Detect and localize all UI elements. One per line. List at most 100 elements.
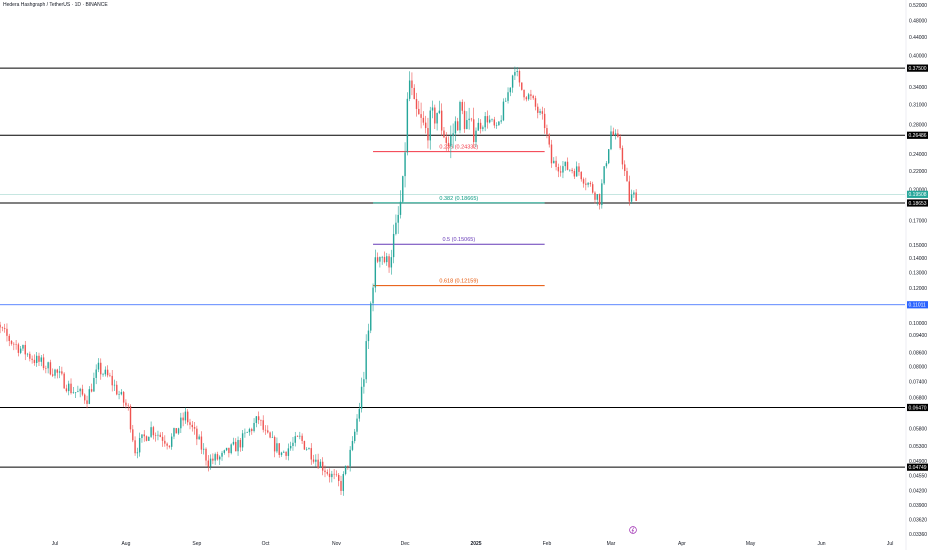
candle-body — [125, 402, 127, 406]
candle-body — [532, 95, 534, 99]
candle-body — [276, 443, 278, 452]
candle-body — [13, 343, 15, 345]
candle-body — [450, 136, 452, 147]
candle-body — [65, 388, 68, 392]
candles-layer — [0, 66, 637, 496]
candle-body — [118, 394, 120, 395]
candle-body — [397, 214, 399, 223]
price-tick-label: 0.17000 — [909, 219, 927, 225]
candle-body — [388, 256, 390, 268]
price-tick-label: 0.44000 — [909, 35, 927, 41]
candle-body — [404, 152, 406, 177]
candle-body — [40, 357, 42, 362]
candle-body — [500, 120, 502, 122]
candle-body — [157, 434, 159, 436]
candle-body — [170, 436, 173, 447]
candle-body — [241, 433, 244, 448]
price-tick-label: 0.09400 — [909, 333, 927, 339]
fib-retracement[interactable]: 0.236 (0.24332) 0.382 (0.18665) 0.5 (0.150… — [373, 145, 545, 287]
candle-body — [283, 451, 285, 453]
candle-body — [429, 110, 431, 141]
candle-body — [546, 128, 548, 135]
candle-body — [376, 257, 379, 262]
candle-body — [111, 375, 113, 386]
candle-body — [413, 87, 415, 100]
candle-body — [475, 130, 477, 143]
candle-body — [601, 183, 603, 206]
event-marker[interactable] — [629, 526, 637, 534]
candle-body — [589, 182, 592, 185]
candle-body — [180, 417, 182, 429]
lightning-icon-glyph — [631, 527, 635, 533]
candle-body — [617, 133, 619, 137]
candle-body — [333, 473, 335, 475]
candle-body — [358, 408, 361, 419]
price-axis[interactable]: 0.52000 0.48000 0.44000 0.40000 0.34000 0.310… — [905, 0, 928, 550]
fib-level-label: 0.382 (0.18665) — [439, 196, 478, 202]
price-label-badge — [907, 190, 928, 198]
time-tick-label: Jun — [817, 541, 825, 547]
candle-body — [127, 405, 129, 407]
candle-body — [408, 80, 411, 99]
candle-body — [72, 392, 75, 394]
candle-body — [422, 117, 425, 123]
candle-body — [633, 192, 635, 195]
candle-body — [38, 355, 40, 362]
candle-body — [29, 353, 31, 359]
candle-body — [614, 133, 617, 136]
price-label-text: 0.04749 — [909, 465, 927, 471]
candle-body — [415, 99, 418, 109]
candle-body — [102, 374, 104, 375]
candle-body — [35, 355, 38, 363]
candle-body — [150, 427, 152, 437]
candle-body — [8, 335, 10, 341]
candle-body — [399, 201, 402, 215]
candle-body — [559, 171, 562, 173]
candle-body — [630, 194, 633, 202]
price-tick-label: 0.05300 — [909, 444, 927, 450]
candle-body — [61, 371, 63, 374]
candle-body — [340, 480, 342, 491]
candle-body — [45, 368, 47, 369]
candle-body — [310, 448, 312, 460]
candle-body — [477, 122, 479, 131]
candle-body — [521, 82, 523, 90]
candle-body — [244, 432, 246, 434]
price-label-badge — [907, 403, 928, 412]
time-tick-label: Feb — [543, 541, 552, 547]
candle-body — [379, 257, 381, 262]
candle-body — [479, 122, 482, 129]
candle-body — [225, 447, 228, 451]
candle-body — [502, 101, 505, 121]
candle-body — [356, 418, 358, 432]
candle-body — [564, 161, 566, 167]
candle-body — [267, 430, 269, 433]
candle-body — [86, 400, 88, 404]
time-axis[interactable]: Jul Aug Sep Oct Nov Dec 2025 Feb Mar Apr May Jun Jul — [52, 541, 894, 547]
price-tick-label: 0.08000 — [909, 364, 927, 370]
candle-body — [177, 428, 180, 434]
candle-body — [326, 472, 328, 474]
candle-body — [548, 134, 550, 145]
candle-body — [447, 142, 450, 147]
price-tick-label: 0.24000 — [909, 152, 927, 158]
candle-body — [305, 449, 308, 450]
candle-body — [434, 107, 436, 124]
candle-body — [93, 377, 95, 392]
candle-body — [438, 110, 441, 114]
candle-body — [251, 429, 253, 432]
candle-body — [534, 98, 537, 107]
candle-body — [603, 166, 605, 184]
candle-body — [443, 130, 445, 138]
candle-body — [491, 119, 493, 121]
candle-body — [445, 137, 447, 143]
candle-body — [239, 440, 242, 448]
candle-body — [296, 436, 299, 437]
price-label-badge — [907, 199, 928, 207]
candle-body — [569, 169, 571, 171]
candle-body — [0, 324, 1, 328]
candle-body — [459, 102, 461, 131]
candle-body — [1, 327, 4, 329]
